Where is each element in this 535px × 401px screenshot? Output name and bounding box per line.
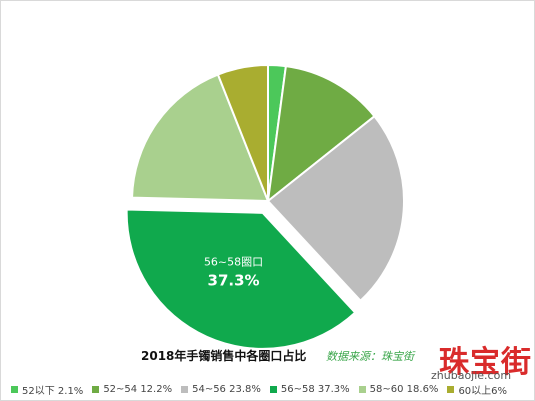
slice-label-category: 56~58圈口 xyxy=(204,255,263,268)
watermark-url: zhubaojie.com xyxy=(431,369,512,382)
legend-item: 58~60 18.6% xyxy=(358,383,439,395)
legend-swatch xyxy=(181,385,189,393)
pie-slice-3 xyxy=(266,114,405,303)
legend-swatch xyxy=(92,385,100,393)
legend-swatch xyxy=(269,385,277,393)
legend-swatch xyxy=(358,385,366,393)
pie-slice-4 xyxy=(125,208,357,350)
legend-label: 52~54 12.2% xyxy=(103,383,173,395)
legend-item: 56~58 37.3% xyxy=(269,383,350,395)
pie-slice-5 xyxy=(131,73,270,203)
slice-label-value: 37.3% xyxy=(208,271,260,289)
source-note: 数据来源：珠宝街 xyxy=(326,350,414,363)
legend: 52以下 2.1% 52~54 12.2% 54~56 23.8% 56~58 37.… xyxy=(11,382,516,397)
legend-item: 52~54 12.2% xyxy=(92,384,172,395)
legend-label: 54~56 23.8% xyxy=(192,383,261,395)
pie-slice-6 xyxy=(216,63,269,202)
legend-item: 52以下 2.1% xyxy=(11,382,83,397)
legend-label: 56~58 37.3% xyxy=(280,383,350,395)
caption-bar: 2018年手镯销售中各圈口占比 数据来源：珠宝街 xyxy=(1,347,534,365)
watermark-logo: 珠宝街 xyxy=(439,345,532,380)
legend-label: 58~60 18.6% xyxy=(369,383,439,395)
legend-item: 54~56 23.8% xyxy=(181,384,261,395)
legend-swatch xyxy=(447,385,455,393)
legend-label: 52以下 2.1% xyxy=(22,385,84,397)
legend-swatch xyxy=(11,385,18,393)
legend-item: 60以上6% xyxy=(447,382,507,397)
chart-title: 2018年手镯销售中各圈口占比 xyxy=(141,349,307,363)
pie-slice-2 xyxy=(266,65,376,204)
legend-label: 60以上6% xyxy=(458,385,508,397)
